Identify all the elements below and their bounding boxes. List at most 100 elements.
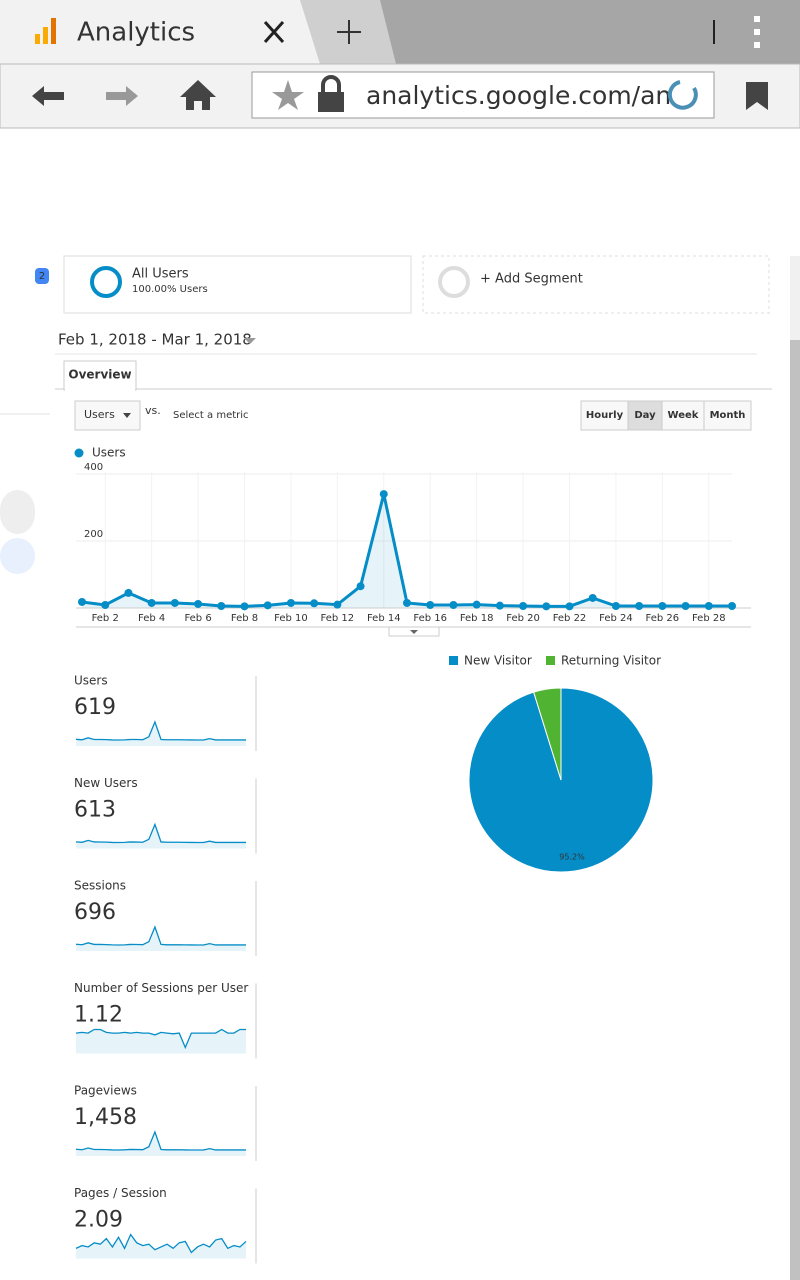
pie-label: 95.2%	[559, 853, 585, 862]
segment-icon	[90, 266, 122, 298]
point	[101, 600, 110, 609]
point	[124, 588, 133, 597]
metric-value: 1.12	[74, 1003, 123, 1028]
legend-label: New Visitor	[464, 654, 532, 668]
metric-value: 2.09	[74, 1208, 123, 1233]
metric-select[interactable]	[74, 400, 141, 431]
home-button[interactable]	[180, 80, 216, 110]
active-tab[interactable]	[0, 0, 320, 64]
period-button[interactable]	[580, 400, 629, 431]
select-metric-link[interactable]: Select a metric	[173, 410, 249, 421]
add-segment-card[interactable]	[422, 255, 770, 314]
sparkline	[75, 1233, 247, 1254]
metric-value: 619	[74, 695, 116, 720]
badge	[35, 268, 49, 284]
point	[495, 601, 504, 610]
point	[217, 601, 226, 610]
menu-button[interactable]	[754, 16, 760, 48]
sparkline	[75, 1130, 246, 1151]
period-label: Hourly	[586, 410, 624, 421]
point	[78, 597, 86, 606]
x-tick-label: Feb 12	[321, 613, 355, 624]
url: analytics.google.com/an	[366, 81, 671, 110]
sidebar-item[interactable]	[0, 490, 35, 534]
pie-slice	[533, 687, 562, 781]
x-tick-label: Feb 18	[460, 613, 494, 624]
sparkline	[75, 822, 246, 844]
metric-name: New Users	[74, 776, 138, 790]
sparkline-area	[76, 927, 246, 951]
date-range[interactable]: Feb 1, 2018 - Mar 1, 2018	[58, 331, 252, 349]
point	[310, 599, 319, 608]
metric-name: Users	[74, 674, 108, 688]
period-label: Week	[668, 410, 699, 421]
period-label: Day	[634, 410, 656, 421]
forward-button[interactable]	[106, 86, 138, 106]
lock-icon	[321, 75, 341, 92]
badge-count: 2	[39, 271, 45, 282]
tab-title: Analytics	[77, 18, 195, 48]
date-dropdown[interactable]	[244, 338, 256, 344]
sparkline-area	[76, 824, 246, 849]
point	[565, 602, 574, 611]
sparkline	[75, 925, 246, 946]
period-button[interactable]	[661, 400, 705, 431]
tab-label: Overview	[68, 368, 131, 382]
overview-tab[interactable]	[63, 360, 137, 391]
x-tick-label: Feb 26	[646, 613, 680, 624]
line	[81, 493, 732, 608]
sidebar-item[interactable]	[0, 538, 35, 574]
point	[426, 600, 435, 609]
x-tick-label: Feb 22	[553, 613, 587, 624]
point	[542, 602, 551, 611]
expand-arrow	[410, 630, 418, 634]
bookmarks-button[interactable]	[746, 82, 768, 110]
reload-button[interactable]	[667, 80, 698, 110]
x-tick-label: Feb 14	[367, 613, 401, 624]
sparkline	[75, 1028, 246, 1050]
sparkline-area	[76, 722, 246, 746]
analytics-logo	[51, 18, 56, 44]
point	[194, 599, 203, 608]
point	[635, 601, 644, 610]
period-button[interactable]	[627, 400, 663, 431]
period-button[interactable]	[703, 400, 752, 431]
close-tab[interactable]	[263, 20, 285, 44]
x-tick-label: Feb 4	[138, 613, 165, 624]
point	[333, 600, 342, 609]
metric-value: 696	[74, 900, 116, 925]
metric-name: Number of Sessions per User	[74, 981, 248, 995]
y-tick-label: 400	[84, 462, 103, 473]
segment-card[interactable]	[63, 255, 412, 314]
point	[379, 490, 388, 499]
metric-name: Pages / Session	[74, 1186, 167, 1200]
back-button[interactable]	[32, 86, 64, 106]
sparkline-area	[76, 1029, 246, 1054]
point	[704, 601, 713, 610]
segment-pct: 100.00% Users	[132, 284, 208, 295]
star-icon[interactable]	[272, 80, 304, 110]
point	[658, 601, 667, 610]
sparkline-area	[76, 1234, 246, 1259]
metric-name: Sessions	[74, 879, 126, 893]
point	[356, 582, 365, 591]
point	[240, 602, 249, 611]
point	[263, 601, 272, 610]
add-segment[interactable]: + Add Segment	[480, 272, 583, 287]
point	[588, 593, 597, 602]
dropdown-arrow	[123, 413, 131, 418]
x-tick-label: Feb 2	[92, 613, 119, 624]
metric-value: 1,458	[74, 1105, 137, 1130]
point	[519, 601, 528, 610]
sparkline-area	[76, 1132, 246, 1156]
metric-value: 613	[74, 798, 116, 823]
metric-select-label: Users	[84, 408, 115, 421]
point	[170, 598, 179, 607]
area	[82, 494, 732, 608]
scrollbar-thumb[interactable]	[790, 340, 800, 1280]
point	[403, 598, 411, 607]
metric-name: Pageviews	[74, 1084, 137, 1098]
segment-icon	[438, 266, 470, 298]
